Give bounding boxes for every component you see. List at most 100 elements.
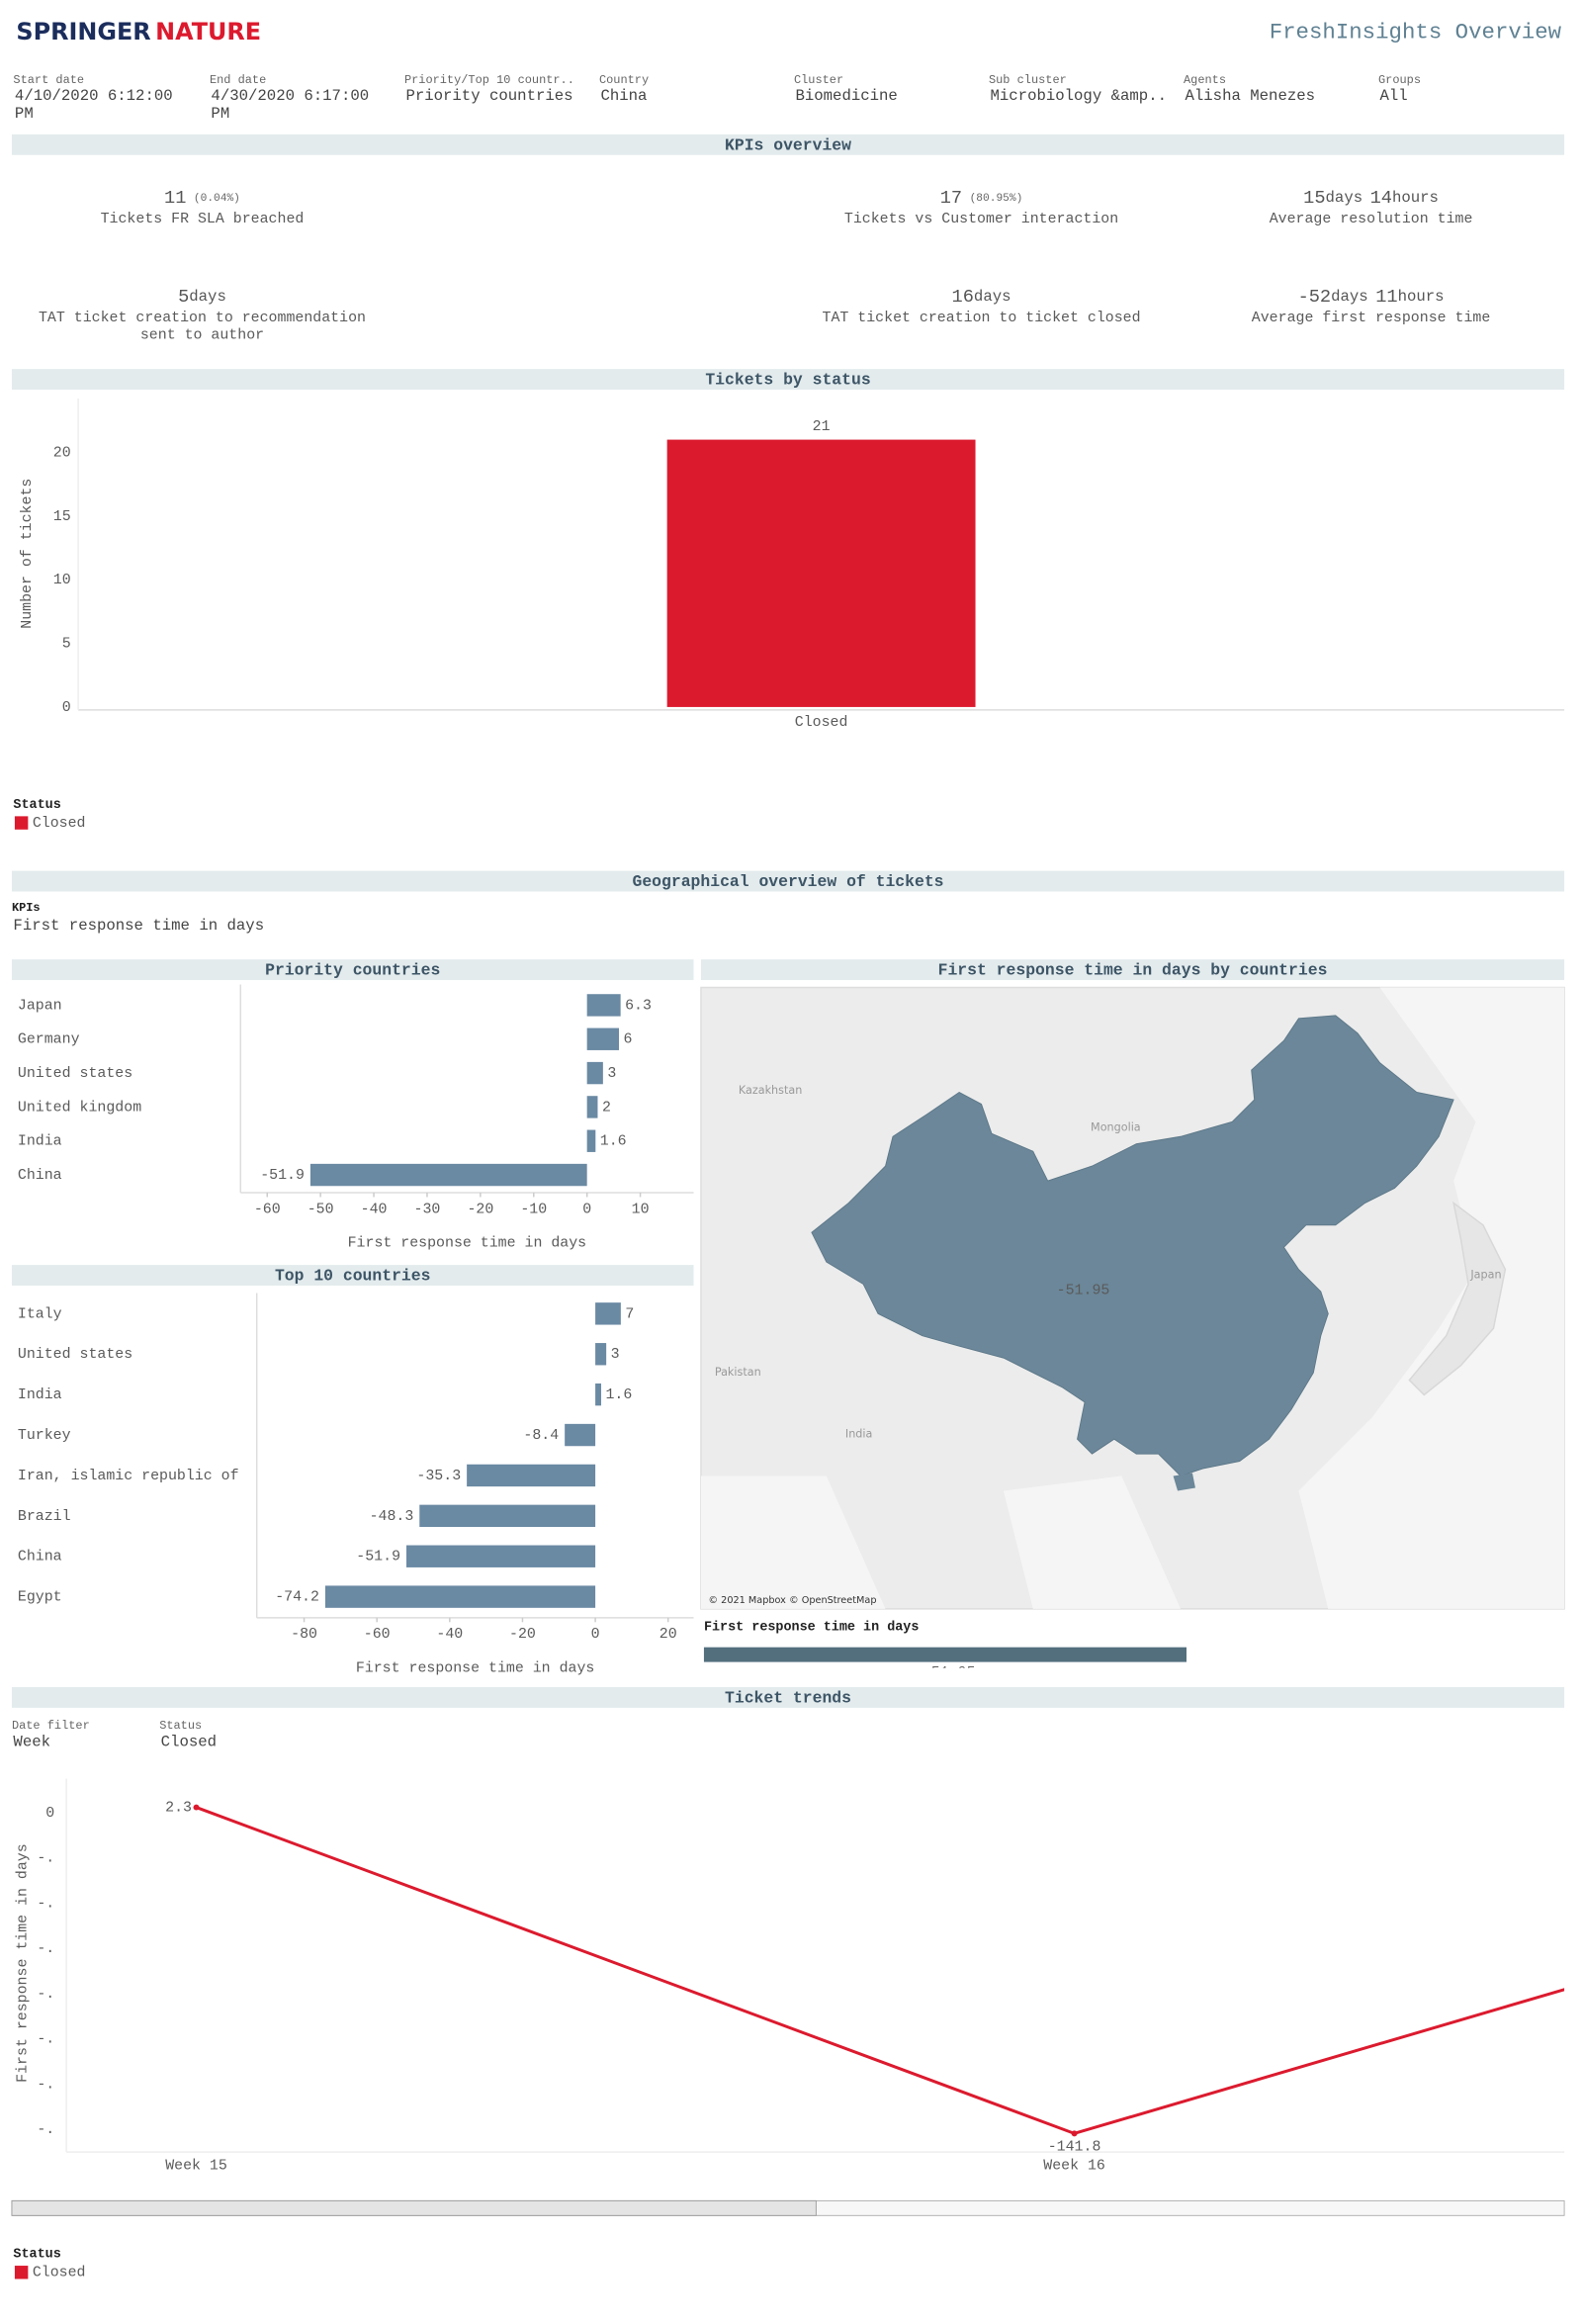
x-tick-label: -40 <box>436 1627 463 1643</box>
kpi-selector-value: First response time in days <box>13 917 264 935</box>
filter-label: Cluster <box>794 73 843 87</box>
y-tick-label: 15 <box>53 509 71 525</box>
kpi-label: Tickets FR SLA breached <box>101 212 305 227</box>
x-tick-label: -40 <box>361 1202 388 1217</box>
x-tick-label: -30 <box>414 1202 441 1217</box>
bar <box>595 1302 621 1325</box>
filter-label: Country <box>599 73 649 87</box>
filter-value: Microbiology &amp.. <box>990 87 1167 105</box>
kpi-number: 5 <box>178 286 189 308</box>
data-label: 1.6 <box>600 1134 627 1150</box>
section-title: Geographical overview of tickets <box>632 872 943 891</box>
filter-label: Date filter <box>12 1719 90 1733</box>
data-label: -51.9 <box>356 1550 400 1565</box>
filter-value: Biomedicine <box>795 87 897 105</box>
data-label: -141.8 <box>1048 2140 1101 2156</box>
y-tick-label: -. <box>37 1896 54 1912</box>
filter-label: Start date <box>13 73 84 87</box>
legend-title: Status <box>13 798 60 813</box>
kpi-unit: days <box>1326 189 1363 207</box>
point <box>1071 2130 1078 2137</box>
x-axis-title: First response time in days <box>348 1236 587 1252</box>
data-label: 3 <box>607 1066 616 1082</box>
data-label: 7 <box>625 1306 634 1322</box>
kpi-unit: days <box>189 288 226 306</box>
filter-label: Groups <box>1378 73 1421 87</box>
kpi-label: sent to author <box>140 328 264 344</box>
category-label: India <box>18 1387 62 1403</box>
y-axis-title: First response time in days <box>15 1843 31 2083</box>
section-header-bar <box>11 1686 1565 1708</box>
y-tick-label: 20 <box>53 445 71 461</box>
legend-title: First response time in days <box>704 1620 919 1635</box>
logo-part: SPRINGER <box>16 18 150 45</box>
section-title: First response time in days by countries <box>938 961 1328 980</box>
x-tick-label: Week 16 <box>1043 2158 1105 2174</box>
x-tick-label: -20 <box>509 1627 536 1643</box>
category-label: Italy <box>18 1306 62 1322</box>
bar <box>586 1061 603 1085</box>
y-tick-label: 5 <box>62 636 71 652</box>
y-tick-label: -. <box>37 1851 54 1867</box>
x-tick-label: Closed <box>795 715 848 731</box>
section-header-bar <box>11 870 1565 892</box>
kpi-unit: (0.04%) <box>194 193 240 205</box>
page-title: FreshInsights Overview <box>1270 20 1562 45</box>
kpi-label: Average first response time <box>1252 311 1491 326</box>
section-header-bar <box>11 1265 694 1286</box>
y-tick-label: -. <box>37 1941 54 1957</box>
x-tick-label: -80 <box>291 1627 317 1643</box>
kpi-number: 11 <box>164 187 186 209</box>
x-tick-label: 10 <box>632 1202 650 1217</box>
data-label: -8.4 <box>523 1428 559 1444</box>
x-tick-label: -60 <box>364 1627 391 1643</box>
category-label: Japan <box>18 998 62 1014</box>
bar <box>595 1343 607 1366</box>
section-header-bar <box>700 959 1565 981</box>
x-tick-label: -10 <box>520 1202 547 1217</box>
data-label: 3 <box>611 1347 620 1363</box>
data-label: 21 <box>813 419 831 435</box>
legend-swatch <box>14 816 29 830</box>
x-tick-label: -60 <box>254 1202 281 1217</box>
bar <box>666 439 976 707</box>
category-label: United states <box>18 1066 132 1082</box>
y-tick-label: 0 <box>45 1806 54 1822</box>
filter-value: All <box>1380 87 1408 105</box>
data-label: -74.2 <box>275 1590 319 1606</box>
filter-value: Alisha Menezes <box>1186 87 1316 105</box>
category-label: Turkey <box>18 1428 71 1444</box>
section-header-bar <box>11 959 694 981</box>
data-label: -35.3 <box>416 1469 461 1484</box>
filter-value: PM <box>15 105 34 123</box>
kpi-value: 17 (80.95%) <box>940 187 1023 209</box>
category-label: United kingdom <box>18 1100 141 1116</box>
y-tick-label: 10 <box>53 573 71 588</box>
kpi-value: -52days 11hours <box>1298 286 1445 308</box>
legend-label: Closed <box>33 2266 86 2281</box>
legend-swatch <box>14 2266 29 2279</box>
japan <box>1408 1201 1507 1396</box>
bar <box>586 994 621 1017</box>
category-label: Brazil <box>18 1509 71 1525</box>
filter-label: Sub cluster <box>989 73 1067 87</box>
category-label: Iran, islamic republic of <box>18 1469 239 1484</box>
kpi-value: 16days <box>952 286 1011 308</box>
filter-value: Week <box>13 1733 50 1750</box>
category-label: Germany <box>18 1032 80 1048</box>
kpi-unit: hours <box>1398 288 1445 306</box>
kpi-label: TAT ticket creation to recommendation <box>39 311 366 326</box>
kpi-number: 16 <box>952 286 974 308</box>
kpi-number: -52 <box>1298 286 1332 308</box>
point <box>193 1804 200 1811</box>
sea <box>1298 987 1565 1609</box>
y-tick-label: -. <box>37 2077 54 2093</box>
x-tick-label: 0 <box>591 1627 600 1643</box>
kpi-label: Tickets vs Customer interaction <box>844 212 1118 227</box>
category-label: India <box>18 1134 62 1150</box>
x-tick-label: Week 15 <box>165 2158 227 2174</box>
place-label: India <box>845 1428 872 1441</box>
plot-area: 2.3-141.8-27.8 <box>165 1801 1565 2156</box>
x-tick-label: 0 <box>582 1202 591 1217</box>
